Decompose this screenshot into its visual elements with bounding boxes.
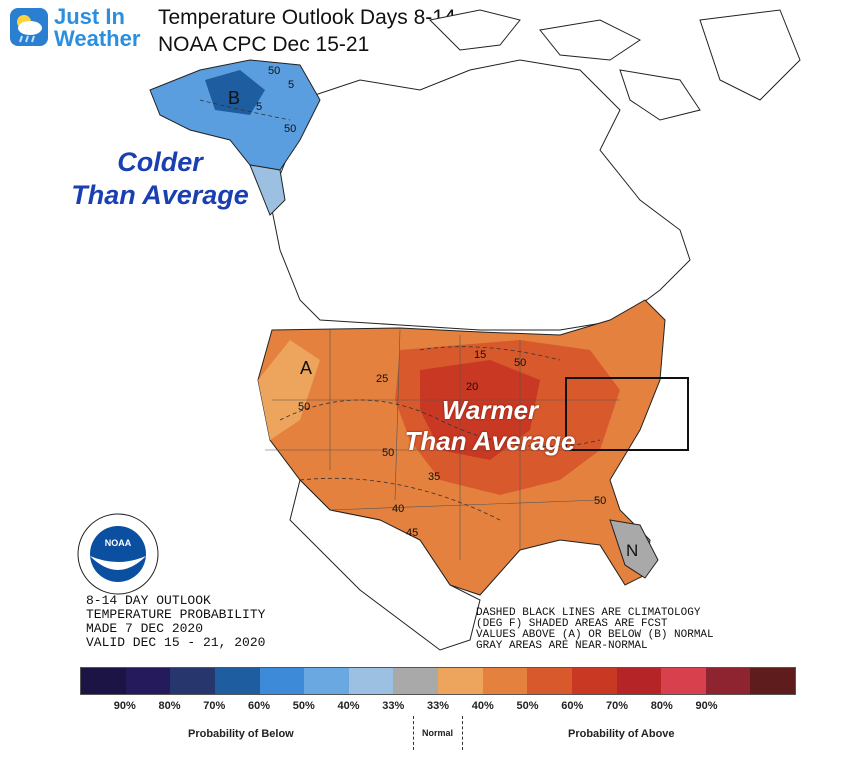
note-line-3: VALUES ABOVE (A) OR BELOW (B) NORMAL: [476, 629, 714, 641]
state-borders: [265, 329, 620, 560]
noaa-seal: NOAA: [76, 512, 160, 596]
contour-label: 15: [474, 349, 486, 361]
note-line-1: DASHED BLACK LINES ARE CLIMATOLOGY: [476, 607, 701, 619]
scale-swatch: [661, 668, 706, 694]
contour-label: 50: [268, 65, 280, 77]
map-title: Temperature Outlook Days 8-14: [158, 6, 456, 29]
scale-swatch: [750, 668, 795, 694]
scale-swatch: [348, 668, 394, 694]
contour-label: 5: [256, 101, 262, 113]
scale-swatch: [125, 668, 171, 694]
normal-letter: N: [626, 541, 638, 560]
normal-divider-left: [413, 716, 414, 750]
colder-line-2: Than Average: [71, 180, 249, 210]
svg-text:NOAA: NOAA: [105, 538, 132, 548]
scale-tick-label: 90%: [695, 700, 718, 712]
scale-swatch: [616, 668, 662, 694]
normal-axis-label: Normal: [422, 728, 454, 738]
west-edge-region: [258, 340, 320, 440]
scale-swatch: [304, 668, 349, 694]
above-letter: A: [300, 358, 312, 378]
bc-coast-region: [249, 164, 286, 216]
greenland-edge: [699, 9, 801, 101]
scale-swatch: [259, 668, 305, 694]
contour-label: 50: [284, 123, 296, 135]
scale-swatch: [527, 668, 572, 694]
contour-label: 50: [298, 401, 310, 413]
map-headline: Temperature Outlook Days 8-14 NOAA CPC D…: [158, 4, 456, 58]
scale-tick-label: 50%: [516, 700, 539, 712]
outlook-line-1: 8-14 DAY OUTLOOK: [86, 593, 211, 608]
scale-tick-label: 60%: [247, 700, 271, 712]
scale-swatch: [438, 668, 483, 694]
contour-labels: 50 5 50 5 50 15 25 20 50 50 35 40 45 50: [256, 65, 606, 539]
scale-tick-label: 80%: [650, 700, 673, 712]
warmer-line-2: Than Average: [404, 426, 576, 456]
outlook-line-3: MADE 7 DEC 2020: [86, 621, 204, 636]
contour-label: 25: [376, 373, 388, 385]
scale-tick-label: 70%: [203, 700, 226, 712]
alaska-core-region: [205, 70, 265, 115]
scale-swatch: [571, 668, 617, 694]
us-peak-region: [420, 360, 540, 460]
note-line-4: GRAY AREAS ARE NEAR-NORMAL: [476, 640, 648, 652]
warmer-label: Warmer Than Average: [390, 395, 590, 457]
below-letter: B: [228, 88, 240, 108]
below-axis-label: Probability of Below: [188, 728, 294, 740]
brand-line-1: Just In: [54, 4, 125, 29]
above-axis-label: Probability of Above: [568, 728, 675, 740]
highlight-box: [565, 377, 689, 451]
contour-label: 45: [406, 527, 418, 539]
scale-swatch: [214, 668, 260, 694]
scale-tick-label: 90%: [113, 700, 136, 712]
legend-notes: DASHED BLACK LINES ARE CLIMATOLOGY (DEG …: [476, 608, 714, 652]
alaska-below-region: [149, 59, 321, 171]
map-subtitle: NOAA CPC Dec 15-21: [158, 33, 370, 56]
outlook-info: 8-14 DAY OUTLOOK TEMPERATURE PROBABILITY…: [86, 594, 265, 650]
scale-tick-label: 40%: [471, 700, 494, 712]
scale-tick-label: 33%: [426, 700, 450, 712]
scale-swatch: [482, 668, 528, 694]
contour-label: 50: [382, 447, 394, 459]
warmer-line-1: Warmer: [441, 395, 539, 425]
colder-line-1: Colder: [117, 147, 203, 177]
climatology-lines: [199, 99, 601, 521]
probability-ticks: 90% 80% 70% 60% 50% 40% 33% 33% 40% 50% 60% 70% 80% 9…: [80, 700, 796, 712]
contour-label: 50: [594, 495, 606, 507]
florida-normal-region: [609, 519, 659, 579]
scale-swatch: [705, 668, 751, 694]
scale-tick-label: 80%: [158, 700, 181, 712]
scale-tick-label: 33%: [382, 700, 405, 712]
outlook-line-4: VALID DEC 15 - 21, 2020: [86, 635, 266, 650]
brand-logo: Just In Weather: [10, 6, 150, 52]
scale-tick-label: 50%: [292, 700, 315, 712]
outlook-line-2: TEMPERATURE PROBABILITY: [86, 607, 266, 622]
weather-cloud-icon: [10, 8, 48, 46]
note-line-2: (DEG F) SHADED AREAS ARE FCST: [476, 618, 668, 630]
scale-swatch: [170, 668, 215, 694]
colder-label: Colder Than Average: [60, 146, 260, 212]
brand-line-2: Weather: [54, 26, 141, 51]
scale-swatch: [393, 668, 438, 694]
canada-region: [269, 59, 691, 331]
scale-tick-label: 70%: [605, 700, 629, 712]
scale-tick-label: 60%: [561, 700, 584, 712]
scale-tick-label: 40%: [337, 700, 360, 712]
contour-label: 35: [428, 471, 440, 483]
mexico-region: [289, 479, 481, 651]
scale-swatch: [81, 668, 126, 694]
probability-color-scale: [80, 667, 796, 695]
contour-label: 50: [514, 357, 526, 369]
contour-label: 40: [392, 503, 404, 515]
arctic-islands: [428, 9, 701, 121]
contour-label: 5: [288, 79, 294, 91]
normal-divider-right: [462, 716, 463, 750]
contour-label: 20: [466, 381, 478, 393]
